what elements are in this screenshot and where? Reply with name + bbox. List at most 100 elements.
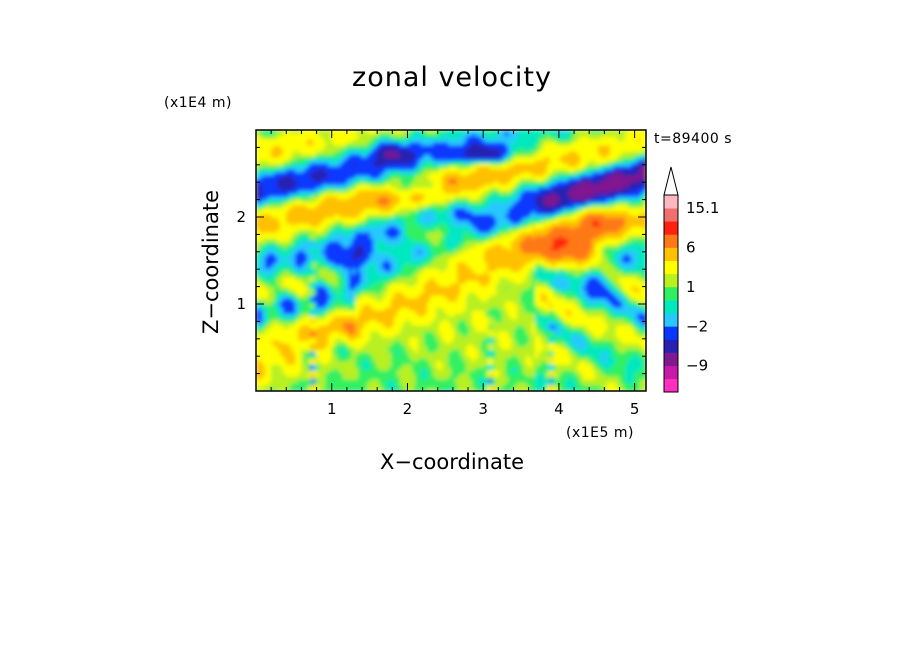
heatmap-cell bbox=[553, 319, 557, 323]
heatmap-cell bbox=[472, 376, 476, 380]
heatmap-cell bbox=[541, 310, 545, 314]
heatmap-cell bbox=[286, 376, 290, 380]
heatmap-cell bbox=[472, 370, 476, 374]
heatmap-cell bbox=[619, 340, 623, 344]
heatmap-cell bbox=[421, 334, 425, 338]
heatmap-cell bbox=[550, 289, 554, 293]
heatmap-cell bbox=[274, 274, 278, 278]
heatmap-cell bbox=[325, 313, 329, 317]
heatmap-cell bbox=[301, 292, 305, 296]
heatmap-cell bbox=[400, 322, 404, 326]
heatmap-cell bbox=[502, 382, 506, 386]
heatmap-cell bbox=[412, 322, 416, 326]
heatmap-cell bbox=[442, 367, 446, 371]
heatmap-cell bbox=[523, 316, 527, 320]
heatmap-cell bbox=[583, 316, 587, 320]
heatmap-cell bbox=[268, 307, 272, 311]
heatmap-cell bbox=[472, 361, 476, 365]
heatmap-cell bbox=[289, 352, 293, 356]
heatmap-cell bbox=[634, 364, 638, 368]
heatmap-cell bbox=[553, 343, 557, 347]
heatmap-cell bbox=[289, 367, 293, 371]
heatmap-cell bbox=[283, 322, 287, 326]
heatmap-cell bbox=[637, 352, 641, 356]
heatmap-cell bbox=[565, 289, 569, 293]
heatmap-cell bbox=[625, 325, 629, 329]
heatmap-cell bbox=[532, 295, 536, 299]
heatmap-cell bbox=[280, 325, 284, 329]
heatmap-cell bbox=[580, 298, 584, 302]
heatmap-cell bbox=[532, 334, 536, 338]
heatmap-cell bbox=[499, 373, 503, 377]
heatmap-cell bbox=[610, 370, 614, 374]
heatmap-cell bbox=[544, 388, 548, 391]
heatmap-cell bbox=[259, 316, 263, 320]
heatmap-cell bbox=[478, 355, 482, 359]
heatmap-cell bbox=[457, 370, 461, 374]
heatmap-cell bbox=[496, 331, 500, 335]
heatmap-cell bbox=[490, 373, 494, 377]
heatmap-cell bbox=[547, 301, 551, 305]
heatmap-cell bbox=[505, 289, 509, 293]
heatmap-cell bbox=[304, 346, 308, 350]
heatmap-cell bbox=[334, 301, 338, 305]
heatmap-cell bbox=[619, 382, 623, 386]
heatmap-cell bbox=[505, 343, 509, 347]
heatmap-cell bbox=[562, 289, 566, 293]
heatmap-cell bbox=[556, 322, 560, 326]
heatmap-cell bbox=[430, 340, 434, 344]
heatmap-cell bbox=[472, 349, 476, 353]
heatmap-cell bbox=[295, 376, 299, 380]
heatmap-cell bbox=[394, 325, 398, 329]
heatmap-cell bbox=[364, 361, 368, 365]
heatmap-cell bbox=[460, 364, 464, 368]
heatmap-cell bbox=[589, 376, 593, 380]
heatmap-cell bbox=[457, 280, 461, 284]
heatmap-cell bbox=[478, 280, 482, 284]
heatmap-cell bbox=[517, 379, 521, 383]
heatmap-cell bbox=[499, 334, 503, 338]
heatmap-cell bbox=[295, 304, 299, 308]
heatmap-cell bbox=[508, 352, 512, 356]
heatmap-cell bbox=[283, 379, 287, 383]
heatmap-cell bbox=[391, 364, 395, 368]
heatmap-cell bbox=[397, 361, 401, 365]
heatmap-cell bbox=[592, 370, 596, 374]
heatmap-cell bbox=[505, 367, 509, 371]
heatmap-cell bbox=[406, 349, 410, 353]
heatmap-cell bbox=[280, 388, 284, 391]
heatmap-cell bbox=[259, 388, 263, 391]
heatmap-cell bbox=[469, 367, 473, 371]
heatmap-cell bbox=[619, 307, 623, 311]
heatmap-cell bbox=[364, 319, 368, 323]
heatmap-cell bbox=[577, 307, 581, 311]
heatmap-cell bbox=[628, 367, 632, 371]
heatmap-cell bbox=[511, 328, 515, 332]
heatmap-cell bbox=[397, 334, 401, 338]
heatmap-cell bbox=[601, 340, 605, 344]
heatmap-cell bbox=[316, 283, 320, 287]
heatmap-cell bbox=[448, 388, 452, 391]
heatmap-cell bbox=[562, 349, 566, 353]
heatmap-cell bbox=[430, 304, 434, 308]
heatmap-cell bbox=[391, 316, 395, 320]
heatmap-cell bbox=[613, 298, 617, 302]
heatmap-cell bbox=[262, 370, 266, 374]
heatmap-cell bbox=[526, 337, 530, 341]
heatmap-cell bbox=[520, 304, 524, 308]
heatmap-cell bbox=[553, 376, 557, 380]
heatmap-cell bbox=[538, 277, 542, 281]
heatmap-cell bbox=[541, 322, 545, 326]
heatmap-cell bbox=[643, 280, 646, 284]
heatmap-cell bbox=[343, 361, 347, 365]
heatmap-cell bbox=[379, 292, 383, 296]
heatmap-cell bbox=[499, 355, 503, 359]
heatmap-cell bbox=[295, 373, 299, 377]
heatmap-cell bbox=[619, 295, 623, 299]
heatmap-cell bbox=[271, 274, 275, 278]
heatmap-cell bbox=[622, 325, 626, 329]
heatmap-cell bbox=[310, 382, 314, 386]
heatmap-cell bbox=[559, 385, 563, 389]
heatmap-cell bbox=[571, 331, 575, 335]
heatmap-cell bbox=[454, 340, 458, 344]
